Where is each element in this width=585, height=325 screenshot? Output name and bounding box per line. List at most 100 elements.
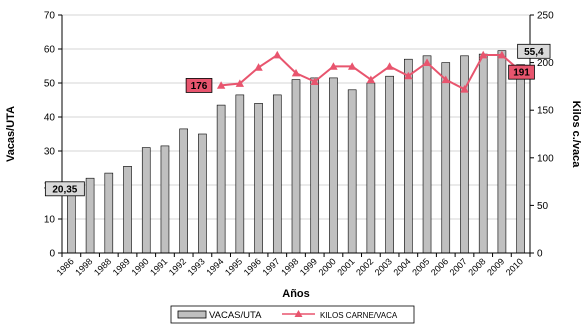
line-marker	[254, 63, 263, 71]
legend-swatch-bar	[177, 310, 207, 319]
x-tick-label: 2006	[429, 256, 450, 277]
bar	[497, 50, 507, 254]
right-tick-label: 50	[537, 201, 549, 212]
data-label-box	[508, 64, 535, 80]
legend-label-line: KILOS CARNE/VACA	[320, 311, 398, 320]
x-tick-label: 1992	[167, 256, 188, 277]
bar	[272, 94, 282, 254]
bar	[85, 177, 95, 254]
bar	[291, 79, 301, 254]
line-marker	[404, 71, 413, 80]
legend: VACAS/UTA KILOS CARNE/VACA	[170, 305, 415, 324]
bar	[441, 62, 451, 254]
bar	[141, 147, 151, 254]
data-label-box	[517, 43, 551, 59]
left-tick-label: 0	[49, 249, 55, 260]
right-tick-label: 200	[537, 58, 554, 69]
line-marker	[273, 50, 282, 59]
right-axis-ticks: 0 50 100 150 200 250	[530, 11, 554, 260]
x-tick-label: 1991	[148, 256, 169, 277]
x-tick-label: 1988	[92, 256, 113, 277]
x-tick-label: 2009	[485, 256, 506, 277]
left-axis-title: Vacas/UTA	[5, 106, 17, 162]
x-tick-label: 2002	[354, 256, 375, 277]
x-tick-label: 1999	[298, 256, 319, 277]
bar	[404, 58, 413, 254]
line-series	[216, 50, 525, 93]
x-tick-label: 2000	[317, 256, 338, 277]
x-tick-label: 1993	[186, 256, 207, 277]
left-axis-ticks: 010203040506070	[44, 11, 62, 260]
x-tick-label: 1996	[242, 256, 263, 277]
data-label: 55,4	[524, 47, 544, 58]
x-tick-label: 2007	[448, 256, 469, 277]
x-tick-label: 1989	[111, 256, 132, 277]
data-label: 176	[191, 81, 208, 92]
right-tick-label: 0	[537, 249, 543, 260]
line-marker	[347, 62, 357, 70]
x-tick-label: 1986	[55, 256, 76, 277]
left-tick-label: 50	[44, 79, 56, 90]
left-tick-label: 10	[44, 215, 56, 226]
annotations: 20,35 55,4 176 191	[44, 43, 551, 197]
x-tick-label: 1997	[260, 256, 281, 277]
x-tick-label: 1995	[223, 256, 244, 277]
line-marker	[497, 50, 507, 59]
bar	[216, 104, 226, 254]
bar	[478, 53, 488, 254]
x-tick-label: 2008	[466, 256, 487, 277]
left-tick-label: 30	[44, 147, 56, 158]
line-marker	[235, 79, 245, 87]
bar	[310, 77, 320, 254]
x-tick-label: 1990	[129, 256, 150, 277]
x-tick-label: 2005	[410, 256, 431, 277]
bar	[329, 77, 338, 254]
right-tick-label: 150	[537, 106, 554, 117]
bar	[235, 94, 245, 254]
x-axis-title: Años	[282, 288, 310, 300]
bar	[160, 145, 170, 254]
line-marker	[366, 75, 376, 84]
bar	[366, 82, 376, 254]
line-marker	[329, 62, 338, 70]
x-tick-label: 2003	[373, 256, 394, 277]
line-marker	[422, 58, 432, 66]
line-marker	[216, 81, 226, 89]
bar	[254, 103, 263, 254]
bar	[179, 128, 188, 254]
data-label-box	[44, 181, 85, 197]
right-tick-label: 100	[537, 153, 554, 164]
line-marker	[441, 75, 450, 84]
bar	[347, 89, 357, 254]
data-label-box	[185, 78, 213, 93]
left-tick-label: 40	[44, 113, 56, 124]
x-tick-label: 1994	[204, 256, 225, 277]
data-label: 191	[513, 68, 530, 79]
left-tick-label: 60	[44, 45, 56, 56]
legend-marker	[294, 310, 303, 317]
bar	[422, 55, 432, 254]
bar	[516, 64, 525, 254]
bar	[385, 75, 394, 254]
right-axis-title: Kilos c./vaca	[570, 101, 582, 169]
line-marker	[310, 77, 319, 85]
x-tick-label: 1998	[279, 256, 300, 277]
right-tick-label: 250	[537, 11, 554, 22]
line-marker	[385, 62, 394, 70]
legend-label-bars: VACAS/UTA	[209, 310, 262, 321]
line-marker	[479, 50, 488, 59]
left-tick-label: 70	[44, 11, 56, 22]
line-marker	[291, 68, 301, 77]
x-tick-label: 2004	[391, 256, 412, 277]
x-tick-label: 2010	[504, 256, 525, 277]
line-marker	[460, 85, 469, 93]
bar	[104, 172, 114, 254]
x-axis-ticks: 1986199819881989199019911992199319941995…	[55, 253, 531, 278]
x-tick-label: 2001	[335, 256, 356, 277]
x-tick-label: 1998	[73, 256, 94, 277]
bar	[198, 133, 207, 254]
bars	[67, 50, 525, 254]
bar	[123, 166, 132, 254]
data-label: 20,35	[52, 184, 77, 195]
